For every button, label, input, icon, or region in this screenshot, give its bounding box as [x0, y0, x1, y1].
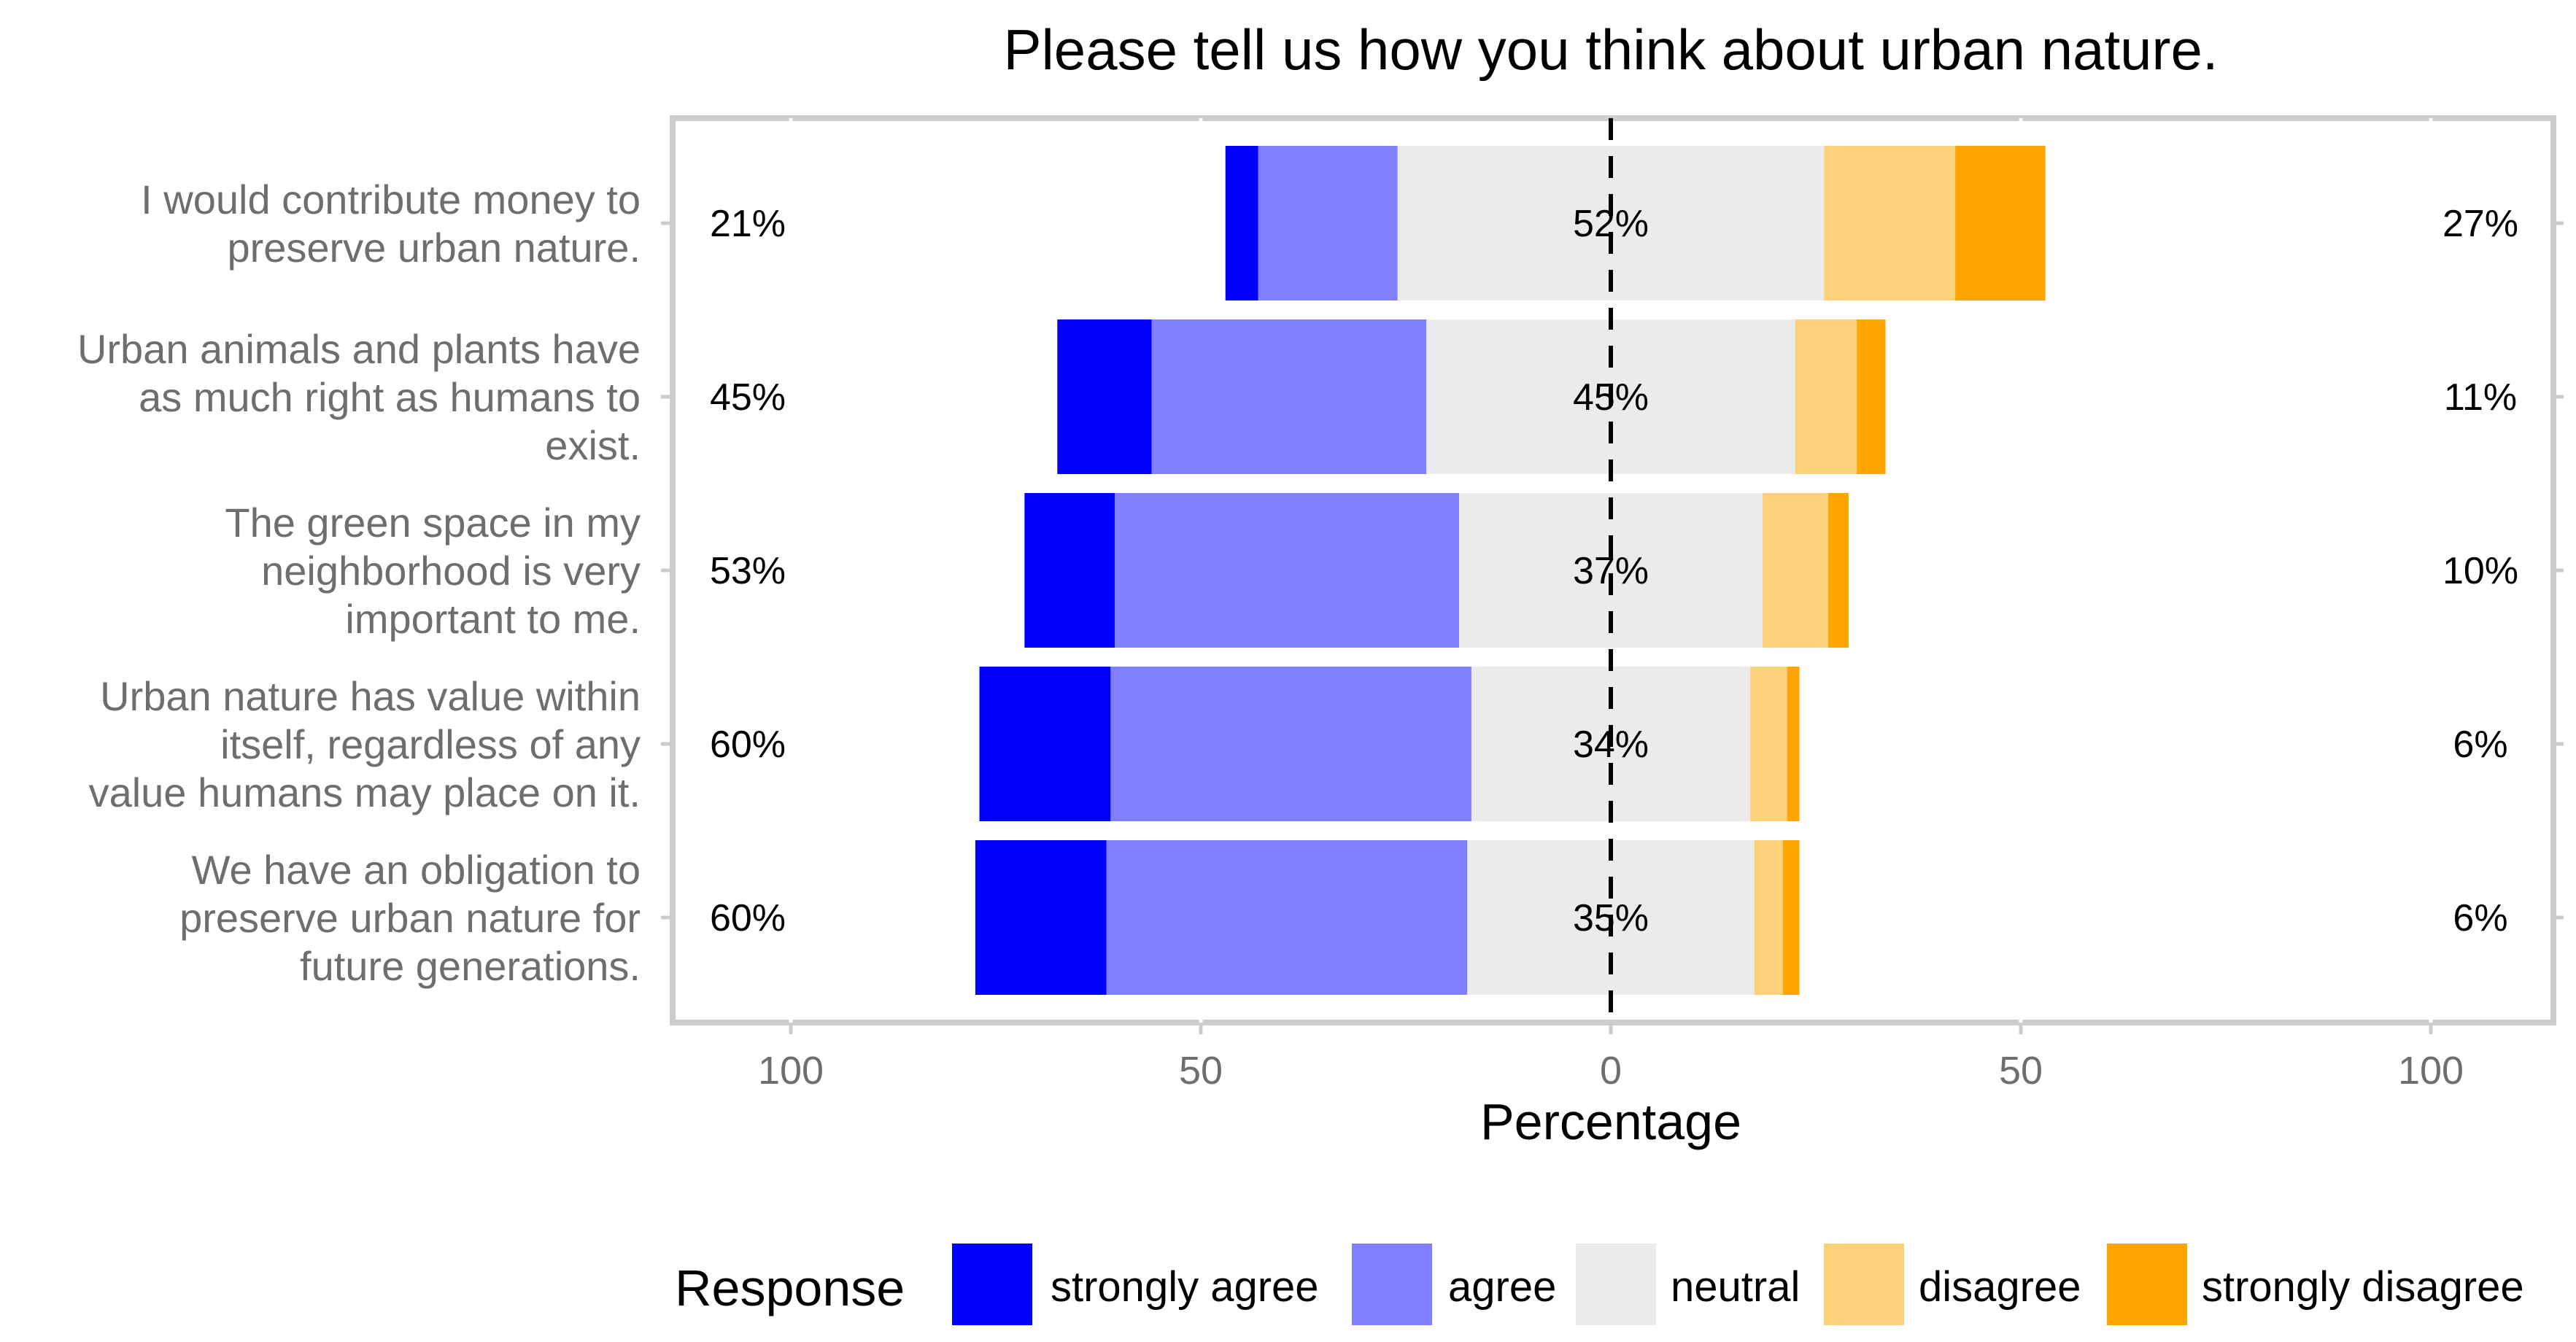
left-percent-label: 21% — [710, 203, 786, 245]
chart-title: Please tell us how you think about urban… — [1003, 18, 2218, 82]
right-percent-label: 10% — [2442, 550, 2518, 592]
legend-swatch-strongly-disagree — [2107, 1244, 2187, 1325]
bar-agree — [1106, 840, 1468, 995]
legend-title: Response — [675, 1260, 905, 1316]
bar-agree — [1151, 319, 1427, 474]
bar-strongly-disagree — [1783, 840, 1800, 995]
legend-label-strongly-agree: strongly agree — [1051, 1263, 1319, 1311]
bar-strongly-agree — [975, 840, 1107, 995]
x-tick-label: 100 — [2398, 1049, 2464, 1093]
x-tick-label: 0 — [1600, 1049, 1622, 1093]
x-tick-label: 50 — [1179, 1049, 1223, 1093]
legend-swatch-disagree — [1824, 1244, 1904, 1325]
bar-disagree — [1762, 493, 1828, 648]
right-percent-label: 6% — [2453, 897, 2507, 939]
right-percent-label: 27% — [2442, 203, 2518, 245]
legend-swatch-neutral — [1576, 1244, 1656, 1325]
question-label: The green space in my neighborhood is ver… — [225, 500, 641, 642]
right-percent-label: 6% — [2453, 724, 2507, 766]
legend: Response strongly agree agree neutral disag… — [675, 1244, 2524, 1325]
bar-strongly-disagree — [1787, 667, 1800, 821]
right-percent-label: 11% — [2444, 376, 2517, 419]
bar-agree — [1258, 146, 1398, 300]
legend-label-strongly-disagree: strongly disagree — [2202, 1263, 2524, 1311]
x-axis-label: Percentage — [1480, 1093, 1741, 1150]
bar-strongly-agree — [1057, 319, 1152, 474]
legend-swatch-agree — [1352, 1244, 1432, 1325]
bar-disagree — [1750, 667, 1787, 821]
legend-label-neutral: neutral — [1671, 1263, 1800, 1311]
x-tick-label: 100 — [758, 1049, 824, 1093]
question-label: I would contribute money to preserve urba… — [141, 177, 641, 271]
left-percent-label: 60% — [710, 724, 786, 766]
bar-strongly-disagree — [1955, 146, 2046, 300]
bar-strongly-disagree — [1857, 319, 1886, 474]
bar-strongly-disagree — [1827, 493, 1849, 648]
bar-strongly-agree — [1024, 493, 1115, 648]
left-percent-label: 60% — [710, 897, 786, 939]
x-tick-label: 50 — [1999, 1049, 2043, 1093]
bar-agree — [1114, 493, 1460, 648]
bar-disagree — [1754, 840, 1784, 995]
bar-strongly-agree — [979, 667, 1111, 821]
question-label: Urban animals and plants have as much rig… — [77, 326, 641, 468]
question-label: Urban nature has value within itself, reg… — [89, 673, 641, 815]
legend-label-disagree: disagree — [1919, 1263, 2081, 1311]
left-percent-label: 45% — [710, 376, 786, 419]
legend-swatch-strongly-agree — [952, 1244, 1032, 1325]
left-percent-label: 53% — [710, 550, 786, 592]
bar-disagree — [1824, 146, 1956, 300]
bar-strongly-agree — [1225, 146, 1258, 300]
legend-label-agree: agree — [1448, 1263, 1556, 1311]
question-label: We have an obligation to preserve urban n… — [179, 847, 641, 989]
bar-disagree — [1795, 319, 1857, 474]
bar-agree — [1110, 667, 1471, 821]
